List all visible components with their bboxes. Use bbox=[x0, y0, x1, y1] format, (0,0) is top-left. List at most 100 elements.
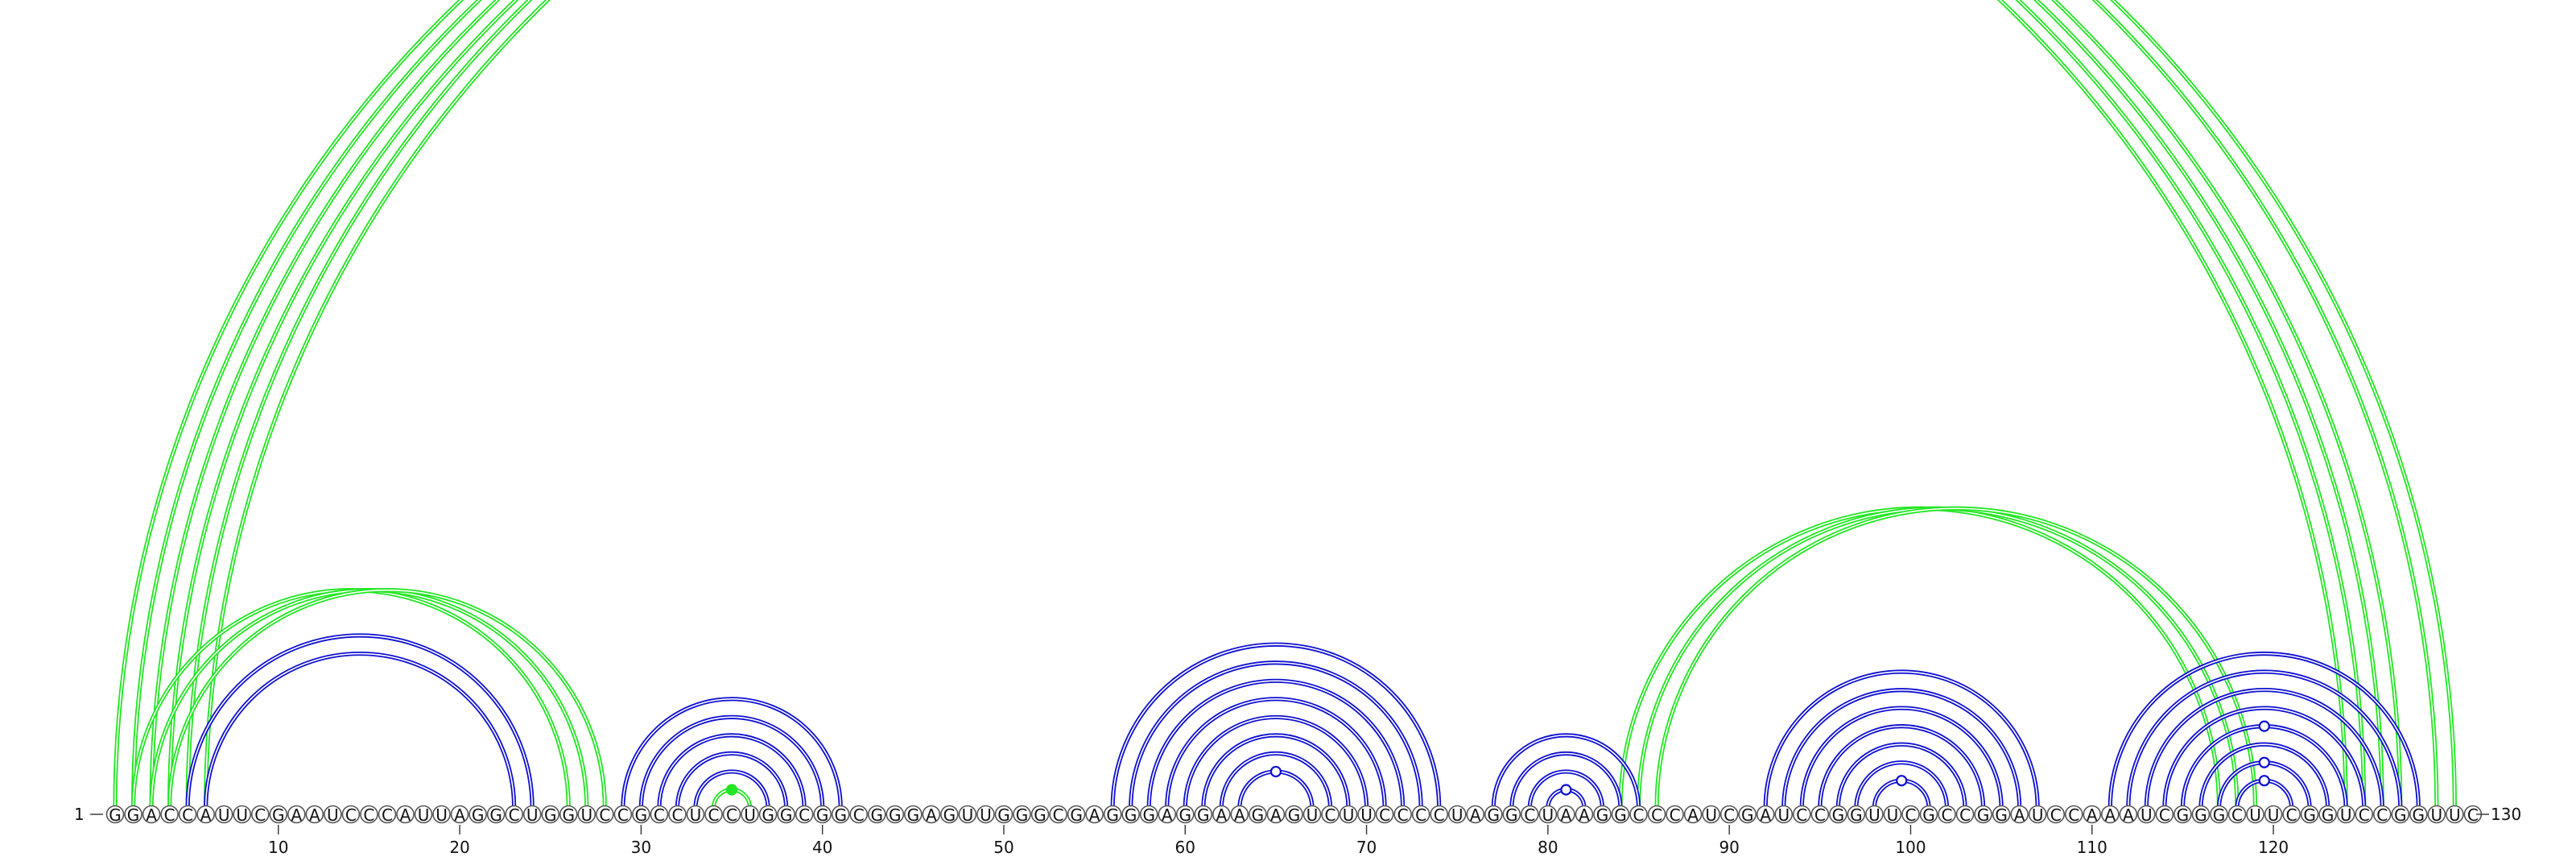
nucleotide-32: C bbox=[668, 805, 687, 825]
svg-text:G: G bbox=[871, 805, 884, 825]
blue-arc-95-104 bbox=[1818, 724, 1986, 809]
nucleotide-97: G bbox=[1847, 805, 1866, 825]
blue-arc-111-128 bbox=[2107, 651, 2421, 809]
svg-text:C: C bbox=[164, 805, 175, 825]
svg-text:U: U bbox=[690, 805, 702, 825]
nucleotide-12: A bbox=[305, 805, 324, 825]
nucleotide-18: U bbox=[414, 805, 433, 825]
svg-text:C: C bbox=[1905, 805, 1916, 825]
svg-text:A: A bbox=[1470, 805, 1481, 825]
svg-text:G: G bbox=[1252, 805, 1265, 825]
svg-text:A: A bbox=[2104, 805, 2116, 825]
svg-text:20: 20 bbox=[449, 838, 469, 857]
nucleotide-96: G bbox=[1829, 805, 1847, 825]
svg-text:80: 80 bbox=[1538, 838, 1558, 857]
svg-text:G: G bbox=[1034, 805, 1046, 825]
green-arc-6-130 bbox=[204, 0, 2457, 809]
svg-text:C: C bbox=[654, 805, 665, 825]
nucleotide-99: U bbox=[1883, 805, 1902, 825]
nucleotide-114: C bbox=[2155, 805, 2174, 825]
nucleotide-92: A bbox=[1756, 805, 1775, 825]
nucleotide-17: A bbox=[396, 805, 415, 825]
pair-marker-3 bbox=[1269, 765, 1282, 778]
svg-text:C: C bbox=[1434, 805, 1445, 825]
nucleotide-83: G bbox=[1593, 805, 1612, 825]
nucleotide-53: C bbox=[1049, 805, 1067, 825]
svg-text:U: U bbox=[327, 805, 339, 825]
nucleotide-121: C bbox=[2282, 805, 2301, 825]
nucleotide-93: U bbox=[1774, 805, 1794, 825]
svg-text:C: C bbox=[2376, 805, 2388, 825]
nucleotide-42: C bbox=[849, 805, 869, 825]
svg-text:U: U bbox=[744, 805, 756, 825]
blue-arc-77-85 bbox=[1491, 733, 1641, 809]
svg-text:G: G bbox=[1741, 805, 1754, 825]
svg-text:G: G bbox=[816, 805, 829, 825]
svg-text:120: 120 bbox=[2258, 838, 2289, 857]
blue-arc-116-123 bbox=[2198, 742, 2330, 809]
nucleotide-129: U bbox=[2427, 805, 2446, 825]
svg-text:U: U bbox=[2032, 805, 2044, 825]
nucleotide-116: G bbox=[2191, 805, 2211, 825]
nucleotide-81: A bbox=[1557, 805, 1575, 825]
tick-10: 10 bbox=[268, 825, 288, 857]
green-arc-3-27 bbox=[149, 588, 589, 809]
nucleotide-103: C bbox=[1955, 805, 1975, 825]
svg-text:A: A bbox=[926, 805, 937, 825]
svg-text:G: G bbox=[1106, 805, 1119, 825]
svg-text:G: G bbox=[1070, 805, 1083, 825]
blue-arc-60-70 bbox=[1183, 714, 1369, 809]
nucleotide-100: C bbox=[1901, 805, 1920, 825]
svg-text:U: U bbox=[236, 805, 248, 825]
start-label: 1 bbox=[74, 805, 85, 824]
svg-text:30: 30 bbox=[631, 838, 651, 857]
svg-text:A: A bbox=[1760, 805, 1771, 825]
svg-text:G: G bbox=[1488, 805, 1501, 825]
nucleotide-91: G bbox=[1738, 805, 1757, 825]
nucleotide-74: C bbox=[1430, 805, 1448, 825]
nucleotide-40: G bbox=[813, 805, 832, 825]
nucleotide-75: U bbox=[1447, 805, 1467, 825]
nucleotide-87: C bbox=[1666, 805, 1684, 825]
nucleotide-49: U bbox=[976, 805, 995, 825]
nucleotide-21: G bbox=[469, 805, 487, 825]
svg-text:C: C bbox=[853, 805, 865, 825]
svg-text:G: G bbox=[272, 805, 285, 825]
nucleotide-106: A bbox=[2010, 805, 2029, 825]
nucleotide-46: A bbox=[922, 805, 941, 825]
nucleotide-68: C bbox=[1321, 805, 1340, 825]
svg-text:U: U bbox=[2431, 805, 2443, 825]
nucleotide-69: U bbox=[1339, 805, 1358, 825]
blue-arc-33-37 bbox=[693, 769, 770, 809]
svg-text:100: 100 bbox=[1895, 838, 1926, 857]
green-arc-5-129 bbox=[185, 0, 2439, 809]
nucleotide-56: G bbox=[1103, 805, 1122, 825]
blue-arc-62-68 bbox=[1219, 751, 1333, 809]
nucleotide-86: C bbox=[1647, 805, 1666, 825]
nucleotide-3: A bbox=[142, 805, 161, 825]
blue-arc-61-69 bbox=[1201, 733, 1351, 809]
nucleotide-85: C bbox=[1629, 805, 1648, 825]
nucleotide-45: G bbox=[904, 805, 923, 825]
svg-text:G: G bbox=[1977, 805, 1990, 825]
pair-marker-6 bbox=[2258, 775, 2270, 787]
nucleotide-35: C bbox=[722, 805, 741, 825]
svg-text:A: A bbox=[400, 805, 411, 825]
nucleotide-9: C bbox=[250, 805, 270, 825]
nucleotide-117: G bbox=[2210, 805, 2228, 825]
blue-arc-94-105 bbox=[1799, 706, 2004, 809]
tick-100: 100 bbox=[1895, 825, 1926, 857]
svg-text:U: U bbox=[1777, 805, 1790, 825]
svg-text:U: U bbox=[1360, 805, 1373, 825]
tick-60: 60 bbox=[1175, 825, 1195, 857]
svg-text:G: G bbox=[943, 805, 956, 825]
svg-text:C: C bbox=[1724, 805, 1735, 825]
nucleotide-29: C bbox=[613, 805, 633, 825]
nucleotide-111: A bbox=[2101, 805, 2120, 825]
svg-text:C: C bbox=[1942, 805, 1953, 825]
svg-text:110: 110 bbox=[2077, 838, 2107, 857]
svg-text:U: U bbox=[218, 805, 230, 825]
svg-text:G: G bbox=[109, 805, 122, 825]
svg-text:50: 50 bbox=[993, 838, 1013, 857]
